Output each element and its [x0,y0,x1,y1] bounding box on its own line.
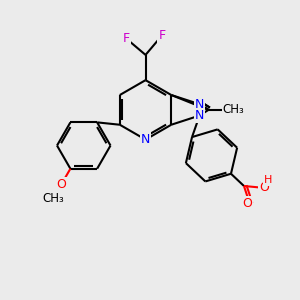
Text: H: H [264,175,272,185]
Text: F: F [123,32,130,45]
Text: N: N [141,133,150,146]
Text: CH₃: CH₃ [223,103,244,116]
Text: CH₃: CH₃ [42,192,64,205]
Text: F: F [158,29,166,42]
Text: O: O [259,181,269,194]
Text: O: O [242,197,252,210]
Text: N: N [195,98,204,111]
Text: O: O [56,178,66,191]
Text: N: N [195,109,204,122]
